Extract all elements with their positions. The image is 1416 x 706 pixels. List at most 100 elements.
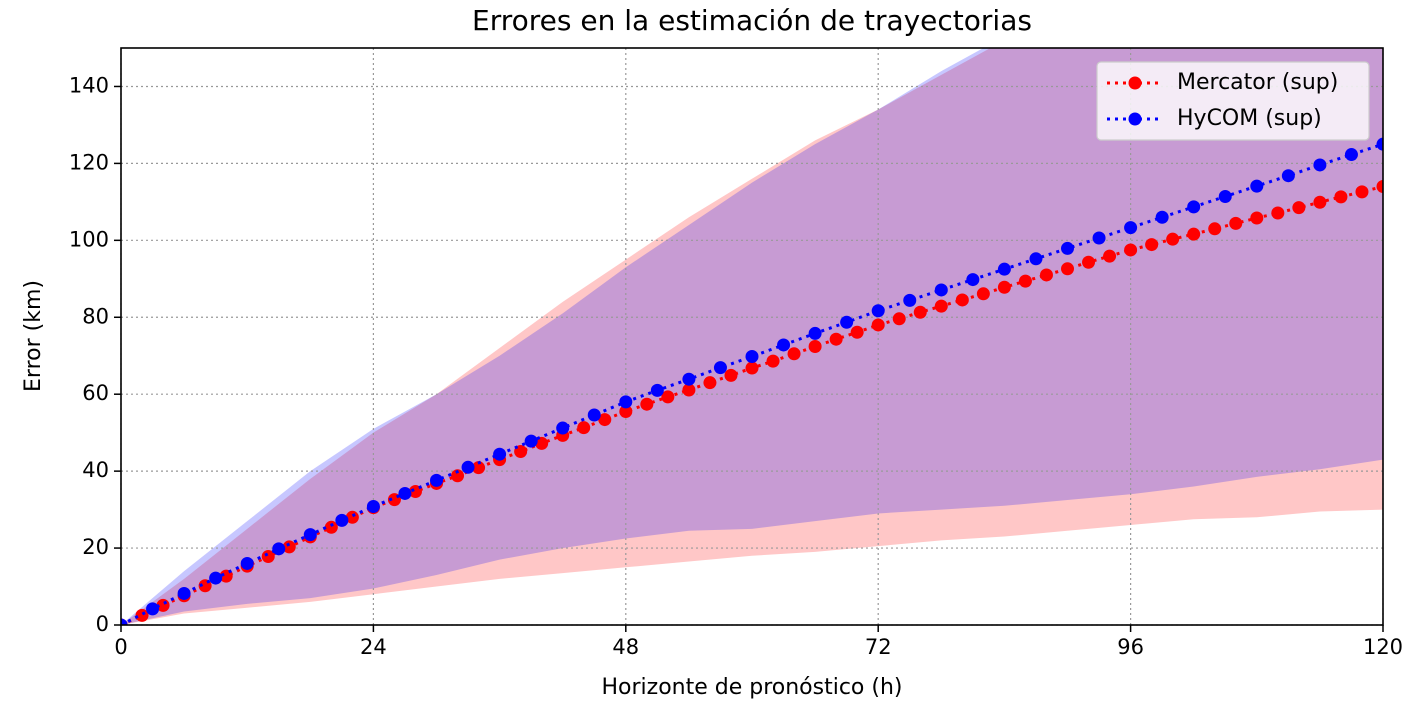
chart-title: Errores en la estimación de trayectorias	[472, 4, 1032, 37]
y-tick-label: 80	[82, 304, 109, 328]
series-marker	[1271, 206, 1285, 220]
series-marker	[324, 520, 338, 534]
series-marker	[345, 510, 359, 524]
legend-box	[1096, 61, 1370, 141]
x-tick-label: 48	[612, 635, 639, 659]
series-marker	[1092, 231, 1106, 245]
legend-label: HyCOM (sup)	[1177, 106, 1322, 131]
series-marker	[1082, 255, 1096, 269]
series-marker	[619, 405, 633, 419]
series-marker	[1334, 190, 1348, 204]
series-marker	[177, 586, 191, 600]
series-marker	[1218, 189, 1232, 203]
series-marker	[524, 434, 538, 448]
x-tick-label: 24	[360, 635, 387, 659]
y-tick-label: 0	[96, 612, 109, 636]
series-marker	[650, 383, 664, 397]
series-marker	[461, 460, 475, 474]
series-marker	[724, 368, 738, 382]
series-marker	[682, 383, 696, 397]
series-marker	[1145, 238, 1159, 252]
x-tick-label: 0	[114, 635, 127, 659]
series-marker	[282, 540, 296, 554]
series-marker	[787, 347, 801, 361]
series-marker	[745, 350, 759, 364]
series-marker	[209, 571, 223, 585]
y-axis-label: Error (km)	[21, 280, 46, 392]
series-marker	[777, 338, 791, 352]
series-marker	[472, 461, 486, 475]
series-marker	[1376, 137, 1383, 151]
series-marker	[1313, 195, 1327, 209]
series-marker	[871, 304, 885, 318]
series-marker	[850, 325, 864, 339]
series-marker	[934, 283, 948, 297]
series-marker	[335, 513, 349, 527]
series-marker	[1208, 222, 1222, 236]
series-marker	[997, 280, 1011, 294]
series-marker	[913, 305, 927, 319]
series-marker	[1039, 268, 1053, 282]
series-marker	[1029, 252, 1043, 266]
series-marker	[408, 485, 422, 499]
series-marker	[451, 469, 465, 483]
series-marker	[1124, 243, 1138, 257]
series-marker	[1292, 201, 1306, 215]
series-marker	[766, 354, 780, 368]
series-marker	[829, 332, 843, 346]
series-marker	[1281, 169, 1295, 183]
series-marker	[587, 408, 601, 422]
y-tick-label: 40	[82, 458, 109, 482]
series-marker	[303, 528, 317, 542]
x-tick-label: 120	[1363, 635, 1403, 659]
series-marker	[892, 312, 906, 326]
series-marker	[966, 273, 980, 287]
series-marker	[808, 326, 822, 340]
legend-marker	[1128, 76, 1142, 90]
series-marker	[682, 372, 696, 386]
series-marker	[598, 413, 612, 427]
series-marker	[272, 542, 286, 556]
series-marker	[121, 618, 128, 625]
series-marker	[1250, 179, 1264, 193]
x-axis-label: Horizonte de pronóstico (h)	[601, 675, 902, 700]
x-tick-label: 96	[1117, 635, 1144, 659]
series-marker	[1061, 262, 1074, 276]
y-tick-label: 60	[82, 381, 109, 405]
series-marker	[135, 608, 149, 622]
series-marker	[1155, 210, 1169, 224]
series-marker	[1018, 274, 1032, 288]
lines	[121, 137, 1383, 625]
series-marker	[366, 500, 380, 514]
series-marker	[1229, 216, 1243, 230]
series-marker	[556, 421, 570, 435]
series-marker	[640, 397, 654, 411]
series-marker	[619, 395, 633, 409]
series-marker	[903, 293, 917, 307]
series-marker	[745, 361, 759, 375]
x-tick-label: 72	[865, 635, 892, 659]
series-marker	[1061, 241, 1074, 255]
series-marker	[1103, 249, 1117, 263]
y-tick-label: 100	[69, 227, 109, 251]
series-marker	[535, 436, 549, 450]
plot-frame	[120, 47, 1384, 626]
y-tick-label: 20	[82, 535, 109, 559]
series-marker	[1313, 158, 1327, 172]
legend-marker	[1128, 112, 1142, 126]
series-marker	[398, 486, 412, 500]
series-marker	[1187, 200, 1201, 214]
series-marker	[430, 473, 443, 487]
series-marker	[261, 550, 275, 564]
y-tick-label: 120	[69, 150, 109, 174]
series-marker	[976, 287, 990, 301]
series-marker	[955, 293, 969, 307]
series-marker	[1344, 148, 1358, 162]
series-marker	[703, 376, 717, 390]
series-marker	[1166, 232, 1180, 246]
series-marker	[1250, 211, 1264, 225]
series-marker	[577, 421, 591, 435]
series-marker	[997, 262, 1011, 276]
